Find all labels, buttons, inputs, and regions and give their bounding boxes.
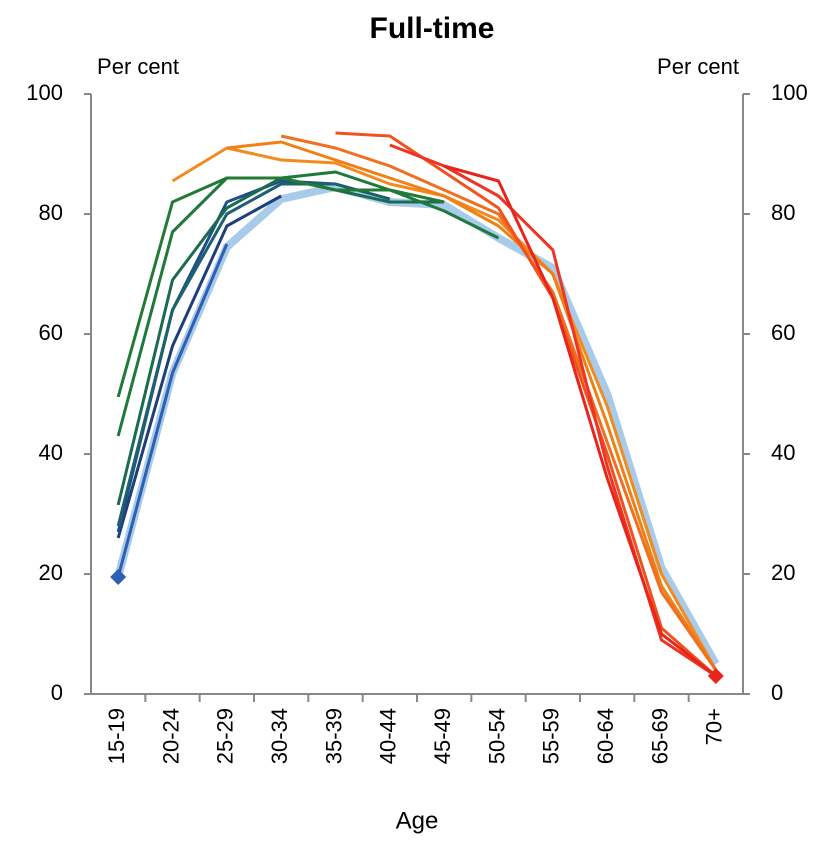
x-tick-label: 15-19 bbox=[104, 708, 129, 764]
y-tick-label: 100 bbox=[26, 80, 63, 105]
chart-title: Full-time bbox=[370, 12, 495, 45]
series-line bbox=[226, 140, 718, 671]
series-line bbox=[443, 164, 717, 678]
y2-tick-label: 20 bbox=[771, 560, 795, 585]
x-tick-label: 35-39 bbox=[321, 708, 346, 764]
x-tick-label: 30-34 bbox=[267, 708, 292, 764]
x-tick-label: 45-49 bbox=[430, 708, 455, 764]
x-tick-label: 65-69 bbox=[647, 708, 672, 764]
series-line bbox=[116, 170, 500, 437]
x-tick-label: 55-59 bbox=[539, 708, 564, 764]
series-line bbox=[280, 134, 718, 671]
diamond-marker bbox=[110, 569, 127, 585]
y2-tick-label: 0 bbox=[771, 680, 783, 705]
y2-tick-label: 40 bbox=[771, 440, 795, 465]
y2-tick-label: 100 bbox=[771, 80, 808, 105]
x-tick-label: 60-64 bbox=[593, 708, 618, 764]
x-axis-label: Age bbox=[396, 807, 439, 834]
y-axis-label-left: Per cent bbox=[97, 54, 179, 79]
y2-tick-label: 60 bbox=[771, 320, 795, 345]
series-line bbox=[114, 183, 720, 666]
x-tick-label: 70+ bbox=[702, 708, 727, 745]
x-tick-label: 50-54 bbox=[484, 708, 509, 764]
y-axis-label-right: Per cent bbox=[657, 54, 739, 79]
x-tick-label: 20-24 bbox=[158, 708, 183, 764]
x-tick-label: 40-44 bbox=[376, 708, 401, 764]
series-line bbox=[335, 131, 717, 678]
series-line bbox=[116, 182, 391, 527]
series-line bbox=[116, 194, 282, 539]
series-line bbox=[116, 179, 336, 533]
series-line bbox=[116, 176, 445, 398]
y2-tick-label: 80 bbox=[771, 200, 795, 225]
y-tick-label: 0 bbox=[51, 680, 63, 705]
series-line bbox=[116, 243, 229, 578]
y-tick-label: 20 bbox=[39, 560, 63, 585]
x-tick-label: 25-29 bbox=[213, 708, 238, 764]
diamond-marker bbox=[707, 668, 724, 684]
y-tick-label: 80 bbox=[39, 200, 63, 225]
y-tick-label: 60 bbox=[39, 320, 63, 345]
y-tick-label: 40 bbox=[39, 440, 63, 465]
